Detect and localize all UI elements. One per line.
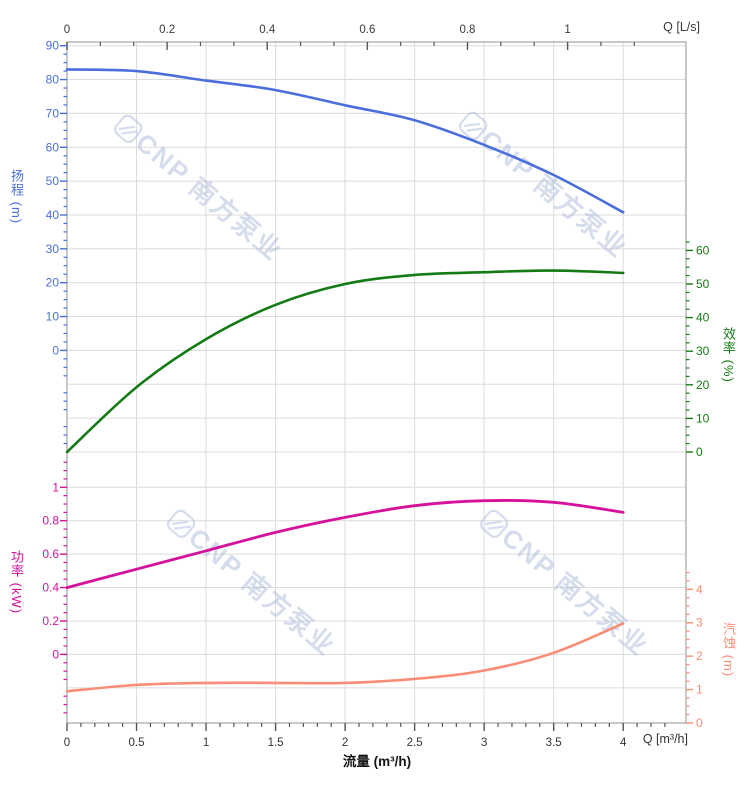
watermark: CNP 南方泵业 bbox=[459, 111, 633, 264]
cnp-logo-watermark-icon bbox=[171, 520, 189, 526]
tick-label: 2.5 bbox=[407, 737, 423, 749]
cnp-logo-watermark-icon bbox=[114, 114, 143, 143]
tick-label: 40 bbox=[696, 311, 710, 325]
tick-label: 70 bbox=[46, 106, 60, 120]
x-axis-title: 流量 (m³/h) bbox=[342, 754, 412, 769]
tick-label: 3 bbox=[696, 616, 703, 630]
tick-label: 1 bbox=[52, 480, 59, 494]
tick-label: 50 bbox=[696, 277, 710, 291]
curve-npsh bbox=[65, 622, 625, 693]
tick-label: 1 bbox=[203, 737, 209, 749]
efficiency-axis: 0 10 20 30 40 50 60 bbox=[686, 241, 710, 459]
power-axis: 0 0.2 0.4 0.6 0.8 1 bbox=[42, 461, 67, 714]
tick-label: 50 bbox=[46, 174, 60, 188]
tick-label: 0.8 bbox=[459, 24, 475, 36]
tick-label: 10 bbox=[696, 411, 710, 425]
tick-label: 40 bbox=[46, 208, 60, 222]
watermark: CNP 南方泵业 bbox=[167, 509, 341, 662]
tick-label: 90 bbox=[46, 39, 60, 53]
tick-label: 0.6 bbox=[359, 24, 375, 36]
bottom-axis: 0 0.5 1 1.5 2 2.5 3 3.5 4 bbox=[64, 723, 666, 749]
npsh-axis: 0 1 2 3 4 bbox=[686, 572, 703, 730]
gridlines bbox=[67, 42, 686, 723]
cnp-logo-watermark-icon bbox=[174, 525, 191, 530]
curve-power bbox=[65, 499, 625, 589]
efficiency-axis-title: 效率 (%) bbox=[720, 327, 736, 383]
cnp-logo-watermark-icon bbox=[167, 509, 196, 538]
tick-label: 3.5 bbox=[546, 737, 562, 749]
head-axis: 0 10 20 30 40 50 60 70 80 90 bbox=[46, 39, 67, 445]
tick-label: 20 bbox=[696, 378, 710, 392]
cnp-logo-watermark-icon bbox=[487, 525, 504, 530]
power-axis-title: 功率 (kW) bbox=[8, 550, 24, 615]
curve-efficiency bbox=[65, 269, 625, 454]
curve-head bbox=[65, 68, 625, 214]
tick-label: 1 bbox=[564, 24, 570, 36]
tick-label: 0 bbox=[64, 24, 70, 36]
tick-label: 0.2 bbox=[159, 24, 175, 36]
curves bbox=[65, 68, 625, 693]
tick-label: 0 bbox=[64, 737, 70, 749]
tick-label: 0.5 bbox=[129, 737, 145, 749]
cnp-logo-watermark-icon bbox=[118, 125, 136, 131]
tick-label: 2 bbox=[696, 649, 703, 663]
cnp-logo-watermark-icon bbox=[463, 122, 481, 128]
tick-label: 1.5 bbox=[268, 737, 284, 749]
watermark-text: CNP 南方泵业 bbox=[496, 522, 654, 662]
cnp-logo-watermark-icon bbox=[459, 111, 488, 140]
tick-label: 2 bbox=[342, 737, 348, 749]
tick-label: 0.6 bbox=[42, 547, 59, 561]
tick-label: 60 bbox=[46, 140, 60, 154]
cnp-logo-watermark-icon bbox=[466, 127, 483, 132]
tick-label: 10 bbox=[46, 310, 60, 324]
tick-label: 1 bbox=[696, 683, 703, 697]
top-axis: 0 0.2 0.4 0.6 0.8 1 bbox=[64, 24, 635, 50]
tick-label: 80 bbox=[46, 73, 60, 87]
watermark: CNP 南方泵业 bbox=[480, 509, 654, 662]
head-axis-title: 扬程 (m) bbox=[8, 169, 24, 225]
cnp-logo-watermark-icon bbox=[121, 130, 138, 135]
tick-label: 4 bbox=[696, 582, 703, 596]
plot-border bbox=[66, 41, 687, 724]
tick-label: 30 bbox=[46, 242, 60, 256]
tick-label: 0 bbox=[52, 343, 59, 357]
tick-label: 60 bbox=[696, 243, 710, 257]
tick-label: 0.2 bbox=[42, 614, 59, 628]
tick-label: 0 bbox=[696, 445, 703, 459]
tick-label: 3 bbox=[481, 737, 487, 749]
watermark-text: CNP 南方泵业 bbox=[475, 124, 633, 264]
tick-label: 30 bbox=[696, 344, 710, 358]
npsh-axis-title: 汽蚀 (m) bbox=[720, 622, 736, 678]
watermark-text: CNP 南方泵业 bbox=[183, 522, 341, 662]
cnp-logo-watermark-icon bbox=[480, 509, 509, 538]
tick-label: 0.4 bbox=[42, 581, 59, 595]
tick-label: 20 bbox=[46, 276, 60, 290]
bottom-axis-unit-label: Q [m³/h] bbox=[642, 732, 688, 746]
cnp-logo-watermark-icon bbox=[484, 520, 502, 526]
tick-label: 0.8 bbox=[42, 514, 59, 528]
top-axis-unit-label: Q [L/s] bbox=[663, 20, 700, 34]
tick-label: 0.4 bbox=[259, 24, 276, 36]
tick-label: 4 bbox=[620, 737, 627, 749]
watermark-text: CNP 南方泵业 bbox=[130, 127, 288, 267]
tick-label: 0 bbox=[52, 647, 59, 661]
tick-label: 0 bbox=[696, 716, 703, 730]
